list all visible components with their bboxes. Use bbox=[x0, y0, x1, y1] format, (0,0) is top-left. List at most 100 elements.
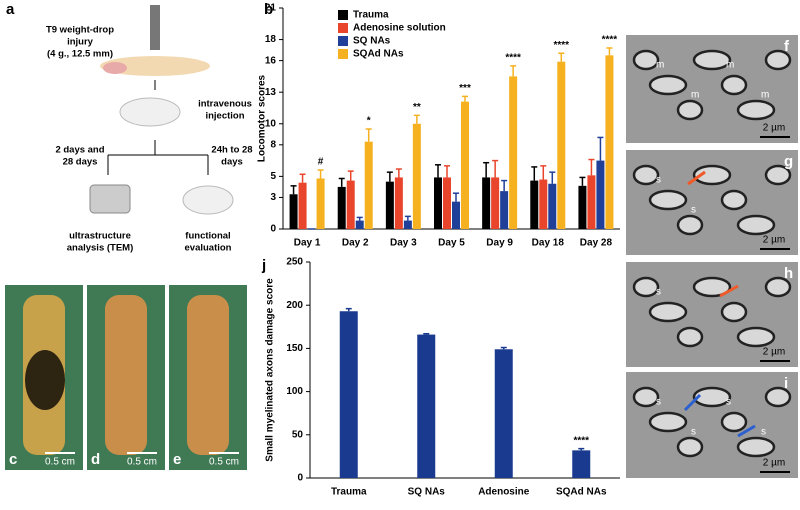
text: days bbox=[221, 157, 243, 168]
tissue bbox=[103, 62, 127, 74]
arrow bbox=[719, 284, 739, 298]
x-tick-label: Day 1 bbox=[294, 238, 321, 249]
axon bbox=[692, 49, 732, 71]
structure-label: m bbox=[761, 90, 769, 101]
bar bbox=[572, 450, 591, 478]
spine bbox=[100, 56, 210, 76]
axon bbox=[648, 301, 688, 323]
y-tick-label: 150 bbox=[286, 343, 303, 354]
y-tick-label: 8 bbox=[270, 139, 276, 150]
panel-label: d bbox=[91, 451, 100, 468]
arrow bbox=[737, 424, 756, 438]
bar bbox=[530, 180, 539, 229]
bar bbox=[578, 185, 587, 229]
axon bbox=[648, 74, 688, 96]
schematic: a T9 weight-drop injury (4 g., 12.5 mm) … bbox=[6, 1, 253, 254]
y-tick-label: 200 bbox=[286, 300, 303, 311]
significance: *** bbox=[459, 83, 471, 94]
x-tick-label: Day 9 bbox=[486, 238, 513, 249]
y-axis-label: Small myelinated axons damage score bbox=[265, 278, 276, 462]
axon bbox=[720, 411, 748, 433]
text: injection bbox=[205, 111, 244, 122]
significance: # bbox=[318, 157, 324, 168]
text: ultrastructure bbox=[69, 231, 131, 242]
text: 28 days bbox=[63, 157, 98, 168]
panel-label: a bbox=[6, 1, 15, 18]
text: T9 weight-drop bbox=[46, 25, 114, 36]
x-tick-label: Day 28 bbox=[580, 238, 613, 249]
significance: * bbox=[367, 116, 371, 127]
structure-label: m bbox=[656, 60, 664, 71]
axon bbox=[648, 411, 688, 433]
panel-label: f bbox=[784, 38, 790, 55]
text: functional bbox=[185, 231, 230, 242]
x-tick-label: Adenosine bbox=[478, 487, 530, 498]
scale-label: 0.5 cm bbox=[127, 457, 157, 468]
arrow bbox=[683, 393, 702, 412]
bar bbox=[443, 177, 451, 229]
panel-label: i bbox=[784, 375, 788, 392]
significance: **** bbox=[573, 435, 589, 446]
structure-label: m bbox=[691, 90, 699, 101]
axon bbox=[736, 436, 776, 458]
bar bbox=[289, 194, 298, 229]
bar bbox=[557, 61, 566, 229]
bar bbox=[346, 180, 355, 229]
text: analysis (TEM) bbox=[67, 243, 134, 254]
lesion bbox=[25, 350, 65, 410]
scale-label: 2 µm bbox=[763, 347, 785, 358]
axon bbox=[692, 386, 732, 408]
bar bbox=[509, 76, 518, 230]
tissue bbox=[105, 295, 147, 455]
rat bbox=[119, 97, 181, 127]
axon bbox=[720, 74, 748, 96]
bar bbox=[461, 101, 469, 229]
x-tick-label: SQAd NAs bbox=[556, 487, 607, 498]
bar bbox=[500, 191, 509, 229]
bar bbox=[394, 177, 403, 229]
scale-label: 0.5 cm bbox=[45, 457, 75, 468]
axon bbox=[736, 214, 776, 236]
x-tick-label: Day 2 bbox=[342, 238, 369, 249]
axon bbox=[648, 189, 688, 211]
structure-label: s bbox=[761, 427, 766, 438]
y-tick-label: 18 bbox=[265, 34, 277, 45]
legend-label: SQAd NAs bbox=[353, 49, 404, 60]
panel-label: b bbox=[264, 1, 273, 18]
scale-label: 0.5 cm bbox=[209, 457, 239, 468]
bar bbox=[337, 186, 346, 229]
axon bbox=[676, 214, 704, 236]
bar bbox=[587, 175, 596, 229]
y-tick-label: 50 bbox=[292, 429, 304, 440]
significance: **** bbox=[553, 40, 569, 51]
y-tick-label: 0 bbox=[270, 224, 276, 235]
y-tick-label: 5 bbox=[270, 171, 276, 182]
photos: c 0.5 cm d 0.5 cm e 0.5 cm bbox=[5, 285, 247, 470]
structure-label: s bbox=[656, 287, 661, 298]
axon bbox=[676, 99, 704, 121]
axon bbox=[736, 99, 776, 121]
bar bbox=[417, 334, 436, 478]
bar bbox=[491, 177, 500, 229]
y-tick-label: 10 bbox=[265, 118, 277, 129]
x-tick-label: SQ NAs bbox=[408, 487, 446, 498]
structure-label: s bbox=[691, 427, 696, 438]
y-tick-label: 100 bbox=[286, 386, 303, 397]
legend-label: Adenosine solution bbox=[353, 23, 446, 34]
bar bbox=[316, 178, 325, 229]
significance: **** bbox=[602, 35, 618, 46]
axon bbox=[764, 49, 792, 71]
bar bbox=[434, 177, 442, 229]
y-axis-label: Locomotor scores bbox=[257, 74, 268, 162]
text: 2 days and bbox=[55, 145, 104, 156]
x-tick-label: Trauma bbox=[331, 487, 367, 498]
text: intravenous bbox=[198, 99, 252, 110]
axon bbox=[692, 164, 732, 186]
legend-swatch bbox=[338, 10, 348, 20]
panel-label: g bbox=[784, 153, 793, 170]
arrow bbox=[687, 170, 706, 186]
x-tick-label: Day 18 bbox=[532, 238, 565, 249]
axon bbox=[764, 164, 792, 186]
bar bbox=[605, 55, 614, 229]
